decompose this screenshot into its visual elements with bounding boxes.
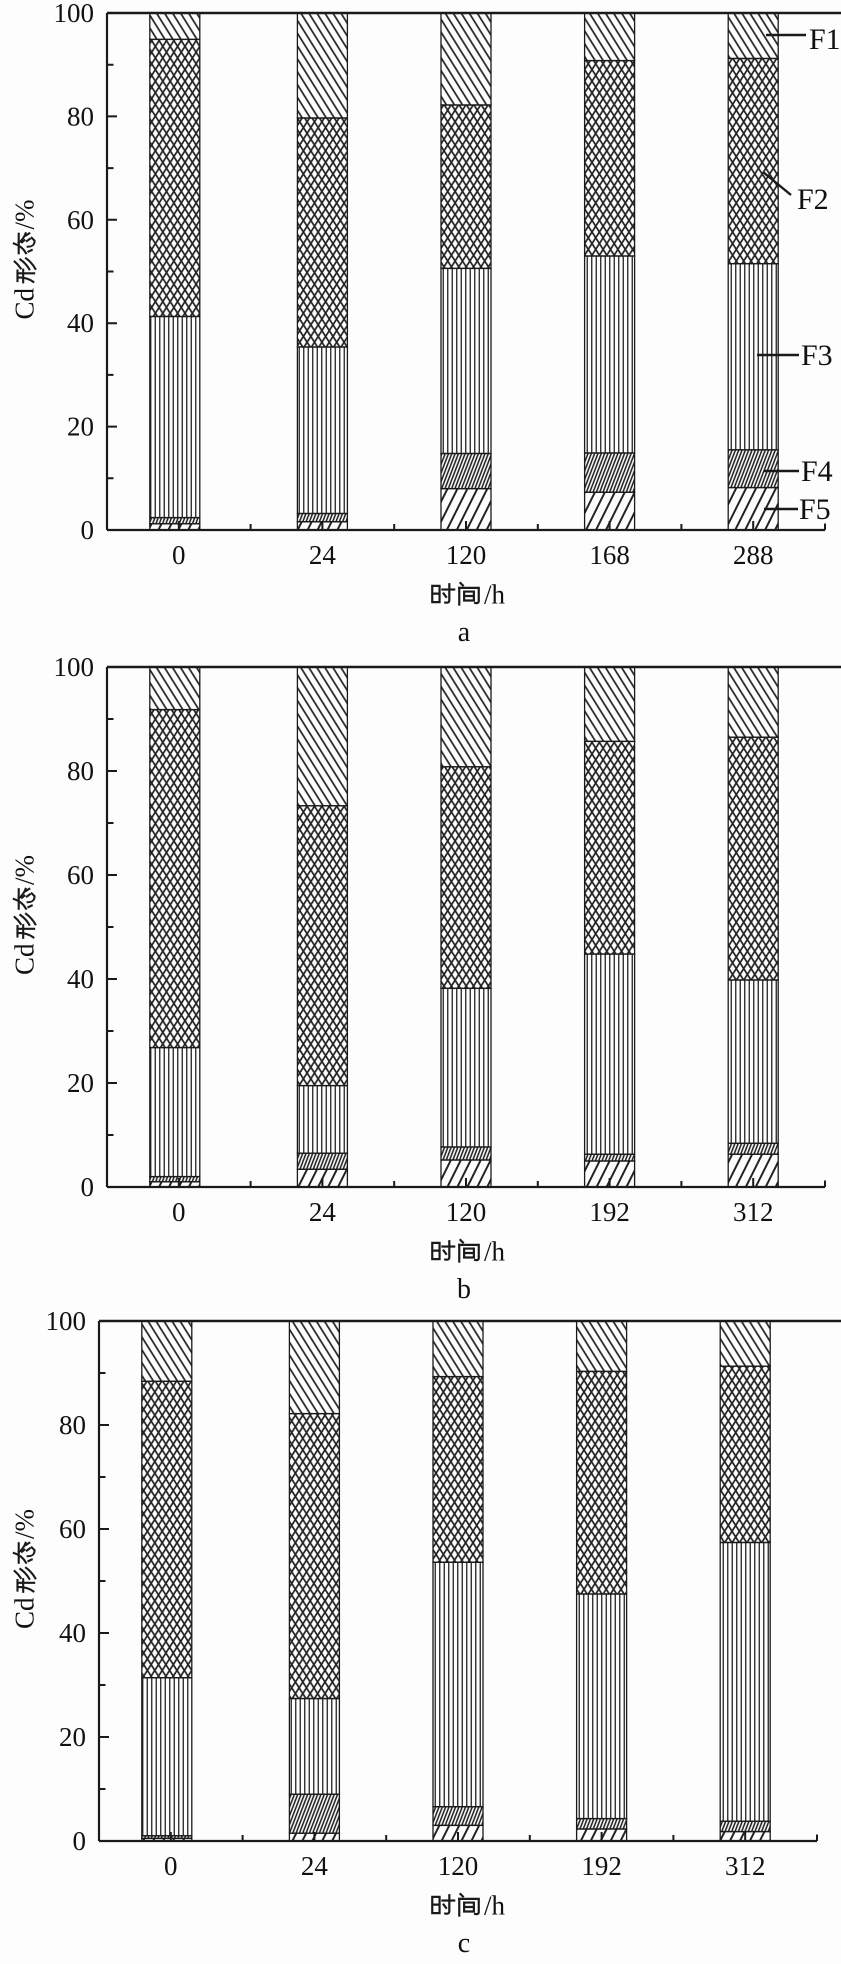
svg-text:0: 0 [164,1851,178,1881]
svg-text:0: 0 [172,1197,186,1227]
svg-text:0: 0 [81,1172,95,1202]
svg-text:0: 0 [73,1826,87,1856]
svg-text:100: 100 [54,652,95,682]
svg-text:24: 24 [309,1197,337,1227]
svg-text:20: 20 [59,1722,86,1752]
svg-text:192: 192 [589,1197,630,1227]
svg-text:F3: F3 [801,339,833,372]
svg-text:F2: F2 [797,183,829,216]
svg-text:40: 40 [67,964,94,994]
svg-text:F4: F4 [801,455,833,488]
svg-text:80: 80 [67,101,94,131]
svg-text:F1: F1 [809,23,841,56]
svg-text:24: 24 [301,1851,329,1881]
svg-text:120: 120 [438,1851,479,1881]
svg-text:Cd: Cd [10,287,40,319]
svg-text:312: 312 [725,1851,766,1881]
svg-text:60: 60 [67,205,94,235]
svg-text:/h: /h [484,1891,506,1921]
svg-text:Cd: Cd [10,943,40,975]
svg-text:60: 60 [59,1514,86,1544]
svg-text:/h: /h [484,1237,506,1267]
svg-text:100: 100 [54,0,95,28]
svg-text:Cd: Cd [10,1597,40,1629]
svg-text:a: a [458,617,471,648]
svg-text:120: 120 [446,540,487,570]
svg-text:168: 168 [589,540,630,570]
svg-text:60: 60 [67,860,94,890]
svg-text:20: 20 [67,412,94,442]
svg-text:100: 100 [46,1306,87,1336]
svg-text:/%: /% [10,855,40,885]
svg-text:/%: /% [10,1509,40,1539]
svg-text:20: 20 [67,1068,94,1098]
svg-text:40: 40 [67,308,94,338]
svg-text:80: 80 [67,756,94,786]
svg-text:c: c [458,1928,470,1959]
svg-text:312: 312 [733,1197,774,1227]
svg-text:40: 40 [59,1618,86,1648]
svg-text:288: 288 [733,540,774,570]
svg-text:F5: F5 [799,493,831,526]
svg-text:/%: /% [10,200,40,230]
svg-text:/h: /h [484,580,506,610]
svg-text:120: 120 [446,1197,487,1227]
svg-text:0: 0 [81,515,95,545]
svg-text:0: 0 [172,540,186,570]
svg-text:b: b [457,1274,471,1305]
svg-text:192: 192 [581,1851,622,1881]
svg-text:24: 24 [309,540,337,570]
svg-text:80: 80 [59,1410,86,1440]
